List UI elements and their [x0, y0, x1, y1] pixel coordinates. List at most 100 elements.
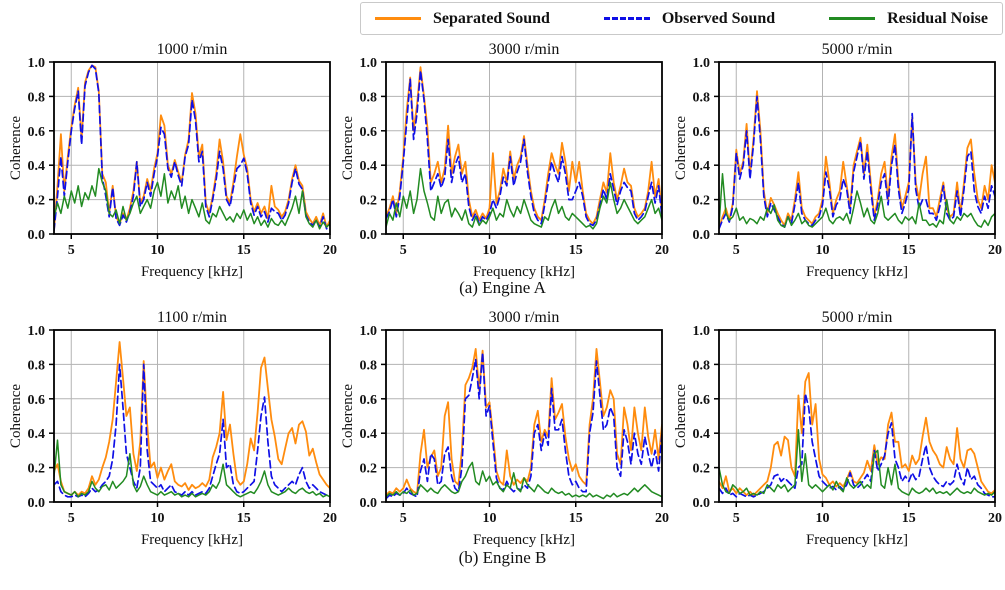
- x-tick-label: 20: [323, 511, 337, 526]
- y-axis-label: Coherence: [673, 116, 689, 180]
- y-tick-label: 0.0: [360, 496, 378, 511]
- y-tick-label: 0.4: [360, 427, 378, 442]
- subplot-title: 1000 r/min: [157, 41, 228, 58]
- y-tick-label: 0.4: [28, 427, 46, 442]
- y-axis-label: Coherence: [8, 116, 24, 180]
- x-tick-label: 20: [655, 511, 669, 526]
- y-tick-label: 0.8: [28, 90, 46, 105]
- series-group: [386, 348, 662, 500]
- y-tick-label: 0.8: [360, 358, 378, 373]
- y-tick-label: 1.0: [28, 56, 46, 71]
- caption-engine-a: (a) Engine A: [459, 278, 546, 297]
- x-tick-label: 10: [816, 243, 830, 258]
- y-tick-label: 0.2: [360, 462, 378, 477]
- x-tick-label: 5: [733, 243, 740, 258]
- x-tick-label: 15: [902, 243, 916, 258]
- subplot-engine-b-1100rpm: 1100 r/min 5 10 15 20 0.0 0.2 0.4 0.6 0.8 1.0 Frequ…: [8, 306, 338, 556]
- x-tick-label: 5: [68, 511, 75, 526]
- y-tick-label: 0.8: [28, 358, 46, 373]
- y-tick-label: 1.0: [693, 56, 711, 71]
- observed-sound-line-icon: [603, 17, 650, 20]
- residual-noise-line-icon: [829, 17, 876, 20]
- subplot-title: 1100 r/min: [157, 309, 227, 326]
- subplot-title: 3000 r/min: [489, 41, 560, 58]
- y-axis-label: Coherence: [673, 384, 689, 448]
- subplot-engine-b-5000rpm: 5000 r/min 5 10 15 20 0.0 0.2 0.4 0.6 0.8 1.0 Frequ…: [673, 306, 1003, 556]
- x-tick-label: 20: [988, 243, 1002, 258]
- x-tick-label: 15: [569, 243, 583, 258]
- subplot-engine-b-3000rpm: 3000 r/min 5 10 15 20 0.0 0.2 0.4 0.6 0.8 1.0 Frequ…: [340, 306, 670, 556]
- x-tick-label: 20: [655, 243, 669, 258]
- x-axis-label: Frequency [kHz]: [473, 264, 575, 280]
- y-tick-label: 0.0: [693, 496, 711, 511]
- x-tick-label: 15: [237, 243, 251, 258]
- x-axis-label: Frequency [kHz]: [141, 264, 243, 280]
- x-tick-label: 10: [151, 243, 165, 258]
- y-tick-label: 0.6: [28, 125, 46, 140]
- y-tick-label: 1.0: [28, 324, 46, 339]
- subplot-title: 3000 r/min: [489, 309, 560, 326]
- series-line-observed-sound: [54, 363, 330, 498]
- series-line-residual-noise: [386, 461, 662, 500]
- y-tick-label: 0.2: [28, 462, 46, 477]
- y-tick-label: 0.6: [693, 125, 711, 140]
- series-line-observed-sound: [386, 351, 662, 500]
- y-tick-label: 0.8: [693, 358, 711, 373]
- series-group: [719, 90, 995, 230]
- y-tick-label: 0.0: [28, 496, 46, 511]
- series-line-residual-noise: [54, 167, 330, 230]
- y-tick-label: 0.8: [360, 90, 378, 105]
- x-axis-label: Frequency [kHz]: [473, 532, 575, 548]
- x-tick-label: 10: [483, 511, 497, 526]
- series-group: [719, 372, 995, 498]
- subplot-canvas: 1000 r/min 5 10 15 20 0.0 0.2 0.4 0.6 0.8 1.0 Frequ…: [8, 41, 337, 280]
- legend-item-residual-noise: Residual Noise: [829, 10, 988, 28]
- x-tick-label: 20: [988, 511, 1002, 526]
- series-line-separated-sound: [386, 66, 662, 225]
- y-tick-label: 0.4: [693, 427, 711, 442]
- y-tick-label: 0.2: [360, 194, 378, 209]
- subplot-canvas: 5000 r/min 5 10 15 20 0.0 0.2 0.4 0.6 0.8 1.0 Frequ…: [673, 41, 1002, 280]
- x-tick-label: 5: [400, 243, 407, 258]
- y-tick-label: 0.0: [693, 228, 711, 243]
- legend-label: Separated Sound: [433, 9, 550, 27]
- series-line-observed-sound: [719, 392, 995, 498]
- series-line-residual-noise: [54, 439, 330, 498]
- x-axis-label: Frequency [kHz]: [806, 532, 908, 548]
- legend-item-separated-sound: Separated Sound: [375, 10, 550, 28]
- y-tick-label: 0.6: [28, 393, 46, 408]
- subplot-canvas: 5000 r/min 5 10 15 20 0.0 0.2 0.4 0.6 0.8 1.0 Frequ…: [673, 309, 1002, 548]
- legend-label: Observed Sound: [661, 9, 776, 27]
- y-tick-label: 0.2: [693, 194, 711, 209]
- y-tick-label: 0.8: [693, 90, 711, 105]
- y-tick-label: 1.0: [360, 56, 378, 71]
- axes-spines: [53, 329, 331, 503]
- y-axis-label: Coherence: [8, 384, 24, 448]
- axes-spines: [718, 61, 996, 235]
- y-tick-label: 0.0: [28, 228, 46, 243]
- y-tick-label: 0.6: [360, 393, 378, 408]
- y-tick-label: 1.0: [360, 324, 378, 339]
- x-tick-label: 10: [816, 511, 830, 526]
- subplot-engine-a-1000rpm: 1000 r/min 5 10 15 20 0.0 0.2 0.4 0.6 0.8 1.0 Frequ…: [8, 38, 338, 288]
- series-line-separated-sound: [719, 372, 995, 497]
- subplot-title: 5000 r/min: [822, 309, 893, 326]
- subplot-canvas: 1100 r/min 5 10 15 20 0.0 0.2 0.4 0.6 0.8 1.0 Frequ…: [8, 309, 337, 548]
- x-axis-label: Frequency [kHz]: [806, 264, 908, 280]
- y-tick-label: 0.6: [693, 393, 711, 408]
- y-tick-label: 0.2: [693, 462, 711, 477]
- y-tick-label: 0.0: [360, 228, 378, 243]
- subplot-engine-a-5000rpm: 5000 r/min 5 10 15 20 0.0 0.2 0.4 0.6 0.8 1.0 Frequ…: [673, 38, 1003, 288]
- axes-spines: [385, 329, 663, 503]
- x-tick-label: 15: [237, 511, 251, 526]
- legend-item-observed-sound: Observed Sound: [603, 9, 776, 28]
- series-line-separated-sound: [54, 341, 330, 497]
- caption-engine-b: (b) Engine B: [458, 548, 547, 567]
- axes-spines: [718, 329, 996, 503]
- y-tick-label: 1.0: [693, 324, 711, 339]
- separated-sound-line-icon: [375, 17, 421, 20]
- y-tick-label: 0.4: [28, 159, 46, 174]
- x-tick-label: 10: [483, 243, 497, 258]
- x-tick-label: 5: [68, 243, 75, 258]
